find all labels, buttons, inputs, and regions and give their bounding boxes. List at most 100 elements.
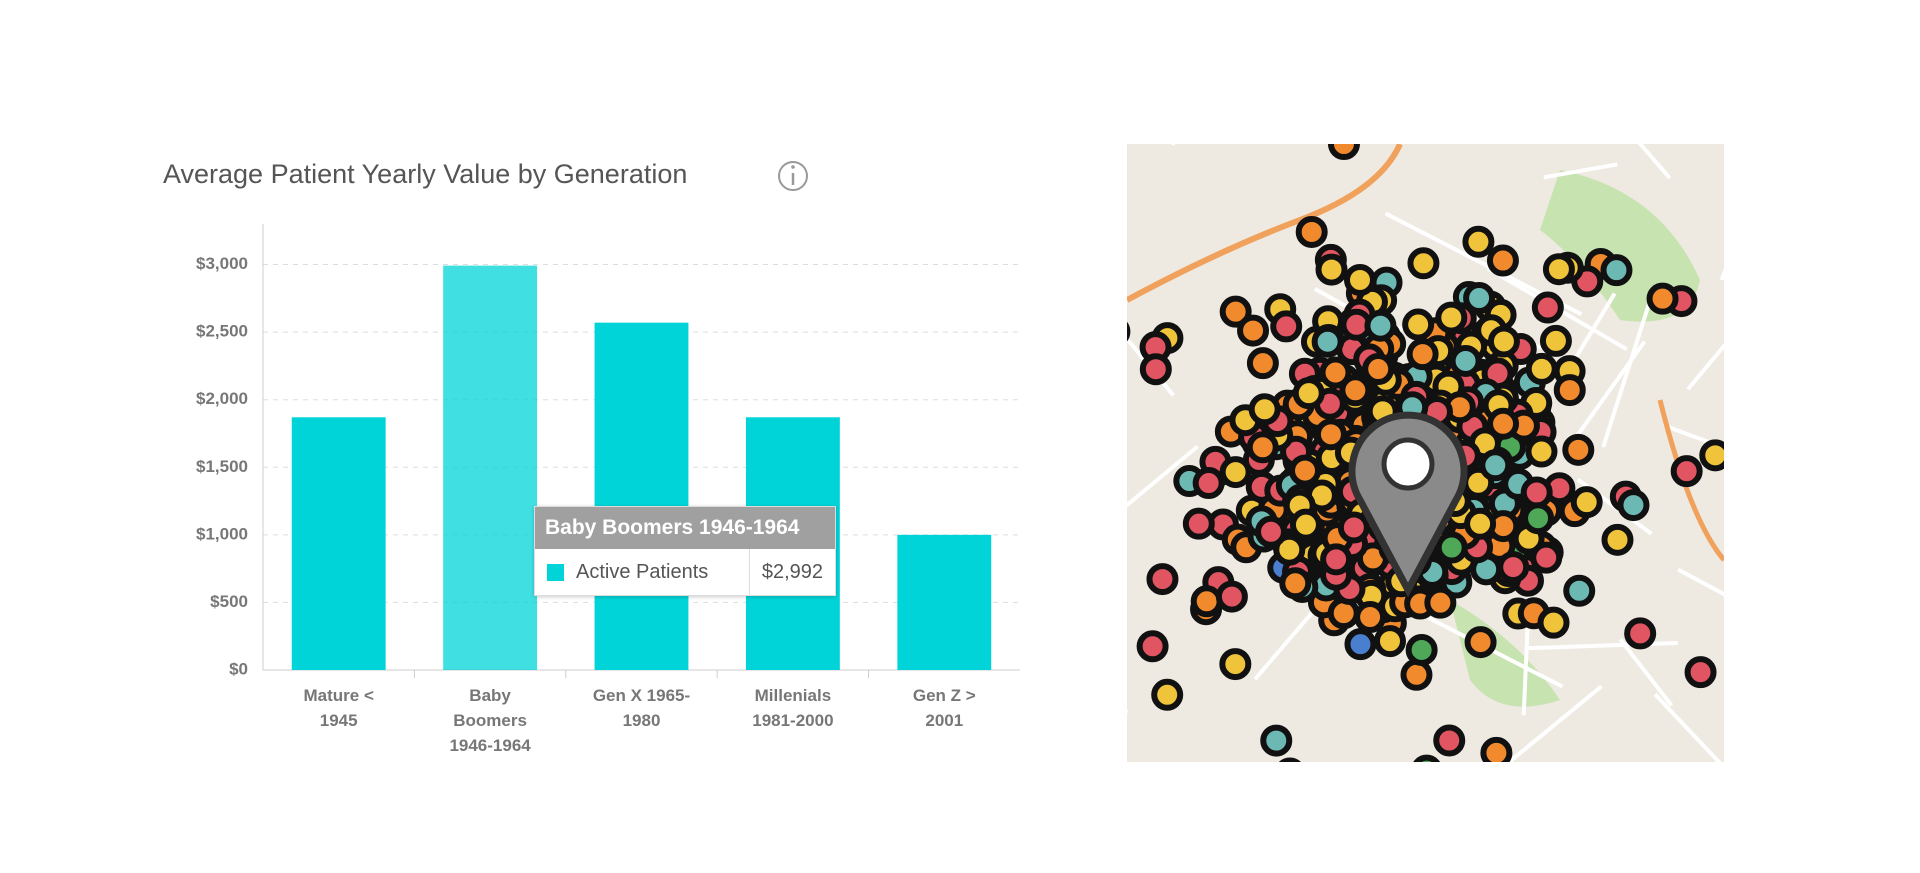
map-dot [1334,42,1360,68]
map-dot [1435,301,1468,334]
map-dot [1520,476,1553,509]
map-dot [1029,259,1055,285]
map-dot [1562,433,1595,466]
street [1127,444,1199,508]
map-dot [1611,784,1637,810]
map-dot [1364,309,1397,342]
street [1653,693,1722,762]
map-dot [1463,282,1496,315]
map-dot [1400,658,1433,691]
map-dot [1311,325,1344,358]
tooltip-swatch [547,563,564,581]
map-dot [1279,567,1312,600]
map-dot [1487,407,1520,440]
y-tick-label: $500 [210,592,248,611]
map-dot [1522,502,1555,535]
map-dot [1433,724,1466,757]
street [1526,640,1678,651]
map-dot [1539,324,1572,357]
map-dot [1464,626,1497,659]
map-dot [1305,84,1331,110]
map-dot [1072,154,1098,180]
map-dot [1406,338,1439,371]
map-dot [1248,393,1281,426]
map-dot [1295,215,1328,248]
tooltip-value: $2,992 [748,549,835,595]
tooltip: Baby Boomers 1946-1964 Active Patients $… [534,506,836,596]
map-dot [1684,656,1717,689]
map-dot [1219,456,1252,489]
map-dot [1537,606,1570,639]
map-dot [1151,678,1184,711]
map-dot [1260,724,1293,757]
tooltip-series: Active Patients [576,560,709,583]
map-dot [1462,225,1495,258]
map-dot [1268,788,1294,814]
map-dot [1486,244,1519,277]
map-dot [1339,374,1372,407]
x-tick-label: Millenials 1981-2000 [752,686,834,730]
map-dot [1327,144,1360,161]
map-dot [1344,628,1377,661]
map-dot [1497,551,1530,584]
info-icon [778,161,808,191]
map-dot [1315,253,1348,286]
map-dot [1542,253,1575,286]
map-dot [1729,564,1755,590]
street [1543,162,1618,180]
map-dot [1373,625,1406,658]
map-dot [1278,757,1302,762]
street [1170,144,1176,146]
road [1127,144,1403,303]
map [961,28,1792,822]
x-tick-label: Baby Boomers 1946-1964 [449,686,531,755]
map-dot [1601,523,1634,556]
map-dot [961,350,987,376]
map-dot [1219,648,1252,681]
map-dot [1289,454,1322,487]
map-dot [1531,291,1564,324]
map-dot [1320,543,1353,576]
map-dot [1192,467,1225,500]
y-tick-label: $3,000 [196,254,248,273]
tooltip-row: Active Patients $2,992 [535,549,835,595]
map-dot [1405,633,1438,666]
map-dot [1314,418,1347,451]
map-dot [1413,754,1441,762]
map-dot [1480,736,1513,762]
x-tick-label: Gen X 1965-1980 [592,686,691,730]
map-dot [1270,310,1303,343]
x-tick-label: Gen Z > 2001 [912,686,976,730]
y-tick-label: $2,500 [196,322,248,341]
map-dot [1553,374,1586,407]
map-dot [1487,325,1520,358]
street [1677,567,1724,597]
map-dot [1254,515,1287,548]
map-dot [1766,249,1792,275]
map-dot [1699,439,1724,472]
street [1637,144,1672,180]
map-dot [1525,435,1558,468]
bar [443,265,538,670]
map-dot [1424,586,1457,619]
map-dot [1246,347,1279,380]
street [1667,425,1724,450]
map-dot [1319,356,1352,389]
bar [291,417,386,670]
map-dot [1136,630,1169,663]
map-dot [1435,531,1468,564]
map-dot [1407,247,1440,280]
map-dot [1622,796,1648,822]
map-dot [1310,28,1336,54]
map-dot [1617,489,1650,522]
street [1618,638,1674,707]
map-content [961,28,1792,822]
street [1719,268,1724,281]
map-dot [1449,344,1482,377]
street [1601,288,1656,448]
map-dot [1525,352,1558,385]
bar [594,322,689,670]
street [1127,709,1129,714]
